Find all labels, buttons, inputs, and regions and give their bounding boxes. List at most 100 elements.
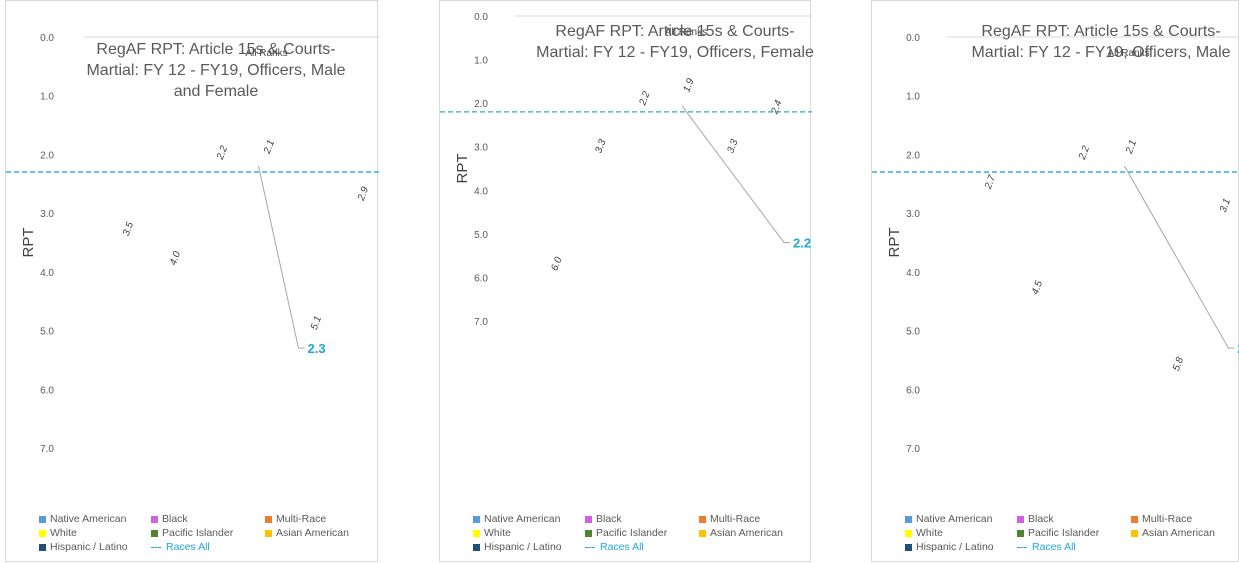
legend-label: Black [162,513,188,525]
legend-swatch [1131,516,1138,523]
legend-swatch [905,544,912,551]
data-label: 2.2 [637,90,653,108]
y-tick-label: 7.0 [906,444,920,455]
legend-label: Races All [1032,541,1076,553]
y-tick-label: 7.0 [40,444,54,455]
data-label: 2.2 [215,144,231,162]
legend-item-native-american: Native American [905,513,1017,525]
legend-swatch [473,516,480,523]
data-label: 2.2 [1077,144,1093,162]
races-all-callout-label: 2.3 [308,341,326,356]
races-all-callout-leader [682,106,790,243]
legend-label: Native American [50,513,126,525]
chart-title-3: RegAF RPT: Article 15s & Courts- Martial… [967,21,1235,63]
legend-label: Multi-Race [1142,513,1192,525]
legend-swatch [151,530,158,537]
legend-item-multi-race: Multi-Race [1131,513,1231,525]
legend-label: White [50,527,77,539]
data-label: 2.1 [262,138,277,156]
legend-dash-swatch [1017,547,1027,548]
y-tick-label: 1.0 [40,92,54,103]
data-label: 3.5 [121,220,136,237]
y-tick-label: 0.0 [40,33,54,44]
legend-item-pacific-islander: Pacific Islander [151,527,265,539]
legend-item-black: Black [151,513,265,525]
legend-label: Multi-Race [710,513,760,525]
chart-title-2: RegAF RPT: Article 15s & Courts- Martial… [535,21,815,63]
y-tick-label: 6.0 [474,273,488,284]
chart-title-line: RegAF RPT: Article 15s & Courts- [967,21,1235,42]
y-tick-label: 4.0 [906,268,920,279]
legend-item-black: Black [1017,513,1131,525]
legend-label: Pacific Islander [162,527,233,539]
legend-label: Native American [484,513,560,525]
legend-item-black: Black [585,513,699,525]
legend-swatch [39,516,46,523]
legend-swatch [1017,530,1024,537]
y-tick-label: 1.0 [474,56,488,67]
legend-item-asian-american: Asian American [1131,527,1231,539]
chart-title-1: RegAF RPT: Article 15s & Courts- Martial… [61,39,371,102]
legend-item-multi-race: Multi-Race [699,513,799,525]
legend-label: White [484,527,511,539]
data-label: 4.0 [168,250,183,267]
legend-item-white: White [905,527,1017,539]
data-label: 2.9 [356,185,372,203]
chart-title-line: Martial: FY 12 - FY19, Officers, Female [535,42,815,63]
y-tick-label: 3.0 [40,209,54,220]
data-label: 3.3 [725,138,740,155]
data-label: 6.0 [549,255,564,272]
y-tick-label: 0.0 [906,33,920,44]
legend-swatch [1017,516,1024,523]
data-label: 2.1 [1124,138,1139,156]
legend-label: Hispanic / Latino [916,541,994,553]
y-tick-label: 4.0 [474,186,488,197]
races-all-callout-leader [259,166,305,348]
y-axis-label: RPT [20,228,37,258]
legend-swatch [905,530,912,537]
legend-item-hispanic-latino: Hispanic / Latino [473,541,585,553]
y-axis-label: RPT [454,154,471,184]
legend-item-hispanic-latino: Hispanic / Latino [39,541,151,553]
legend-item-races-all: Races All [1017,541,1131,553]
data-label: 5.1 [309,315,324,332]
legend-item-native-american: Native American [473,513,585,525]
legend-swatch [151,516,158,523]
legend-dash-swatch [151,547,161,548]
legend-swatch [265,530,272,537]
legend-label: Asian American [276,527,349,539]
chart-title-line: RegAF RPT: Article 15s & Courts- [535,21,815,42]
data-label: 2.7 [983,173,999,191]
chart-title-line: and Female [61,81,371,102]
legend-item-pacific-islander: Pacific Islander [1017,527,1131,539]
legend-label: White [916,527,943,539]
legend-item-races-all: Races All [151,541,265,553]
legend-label: Asian American [710,527,783,539]
chart-title-line: Martial: FY 12 - FY19, Officers, Male [967,42,1235,63]
legend-item-white: White [473,527,585,539]
legend-swatch [699,530,706,537]
legend-label: Asian American [1142,527,1215,539]
legend-swatch [905,516,912,523]
chart-title-line: RegAF RPT: Article 15s & Courts- [61,39,371,60]
legend-swatch [265,516,272,523]
y-tick-label: 3.0 [906,209,920,220]
data-label: 4.5 [1030,279,1045,296]
data-label: 3.1 [1218,197,1233,214]
y-tick-label: 6.0 [40,385,54,396]
races-all-callout-leader [1125,166,1235,348]
data-label: 5.8 [1171,355,1186,372]
data-label: 3.3 [593,138,608,155]
legend-item-native-american: Native American [39,513,151,525]
legend-swatch [585,530,592,537]
y-tick-label: 5.0 [40,327,54,338]
legend-label: Hispanic / Latino [50,541,128,553]
legend-swatch [39,544,46,551]
y-tick-label: 3.0 [474,143,488,154]
legend-swatch [473,544,480,551]
y-tick-label: 7.0 [474,317,488,328]
